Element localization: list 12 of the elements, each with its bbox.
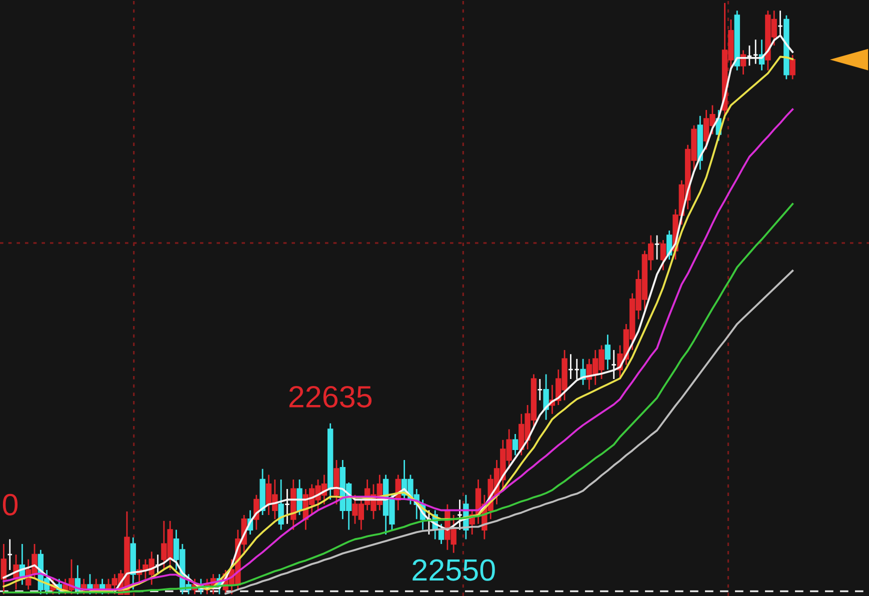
candlestick [512, 433, 518, 456]
candlestick [0, 543, 7, 595]
annotation: 0 [2, 494, 18, 516]
candlestick [543, 374, 549, 420]
annotation: 22550 [412, 559, 495, 581]
candlestick [296, 478, 302, 516]
candlestick [790, 54, 796, 80]
candlestick [604, 334, 611, 370]
annotation: 22635 [289, 386, 372, 408]
candlestick [278, 478, 284, 530]
candlestick [660, 239, 666, 271]
candlestick [438, 523, 444, 545]
